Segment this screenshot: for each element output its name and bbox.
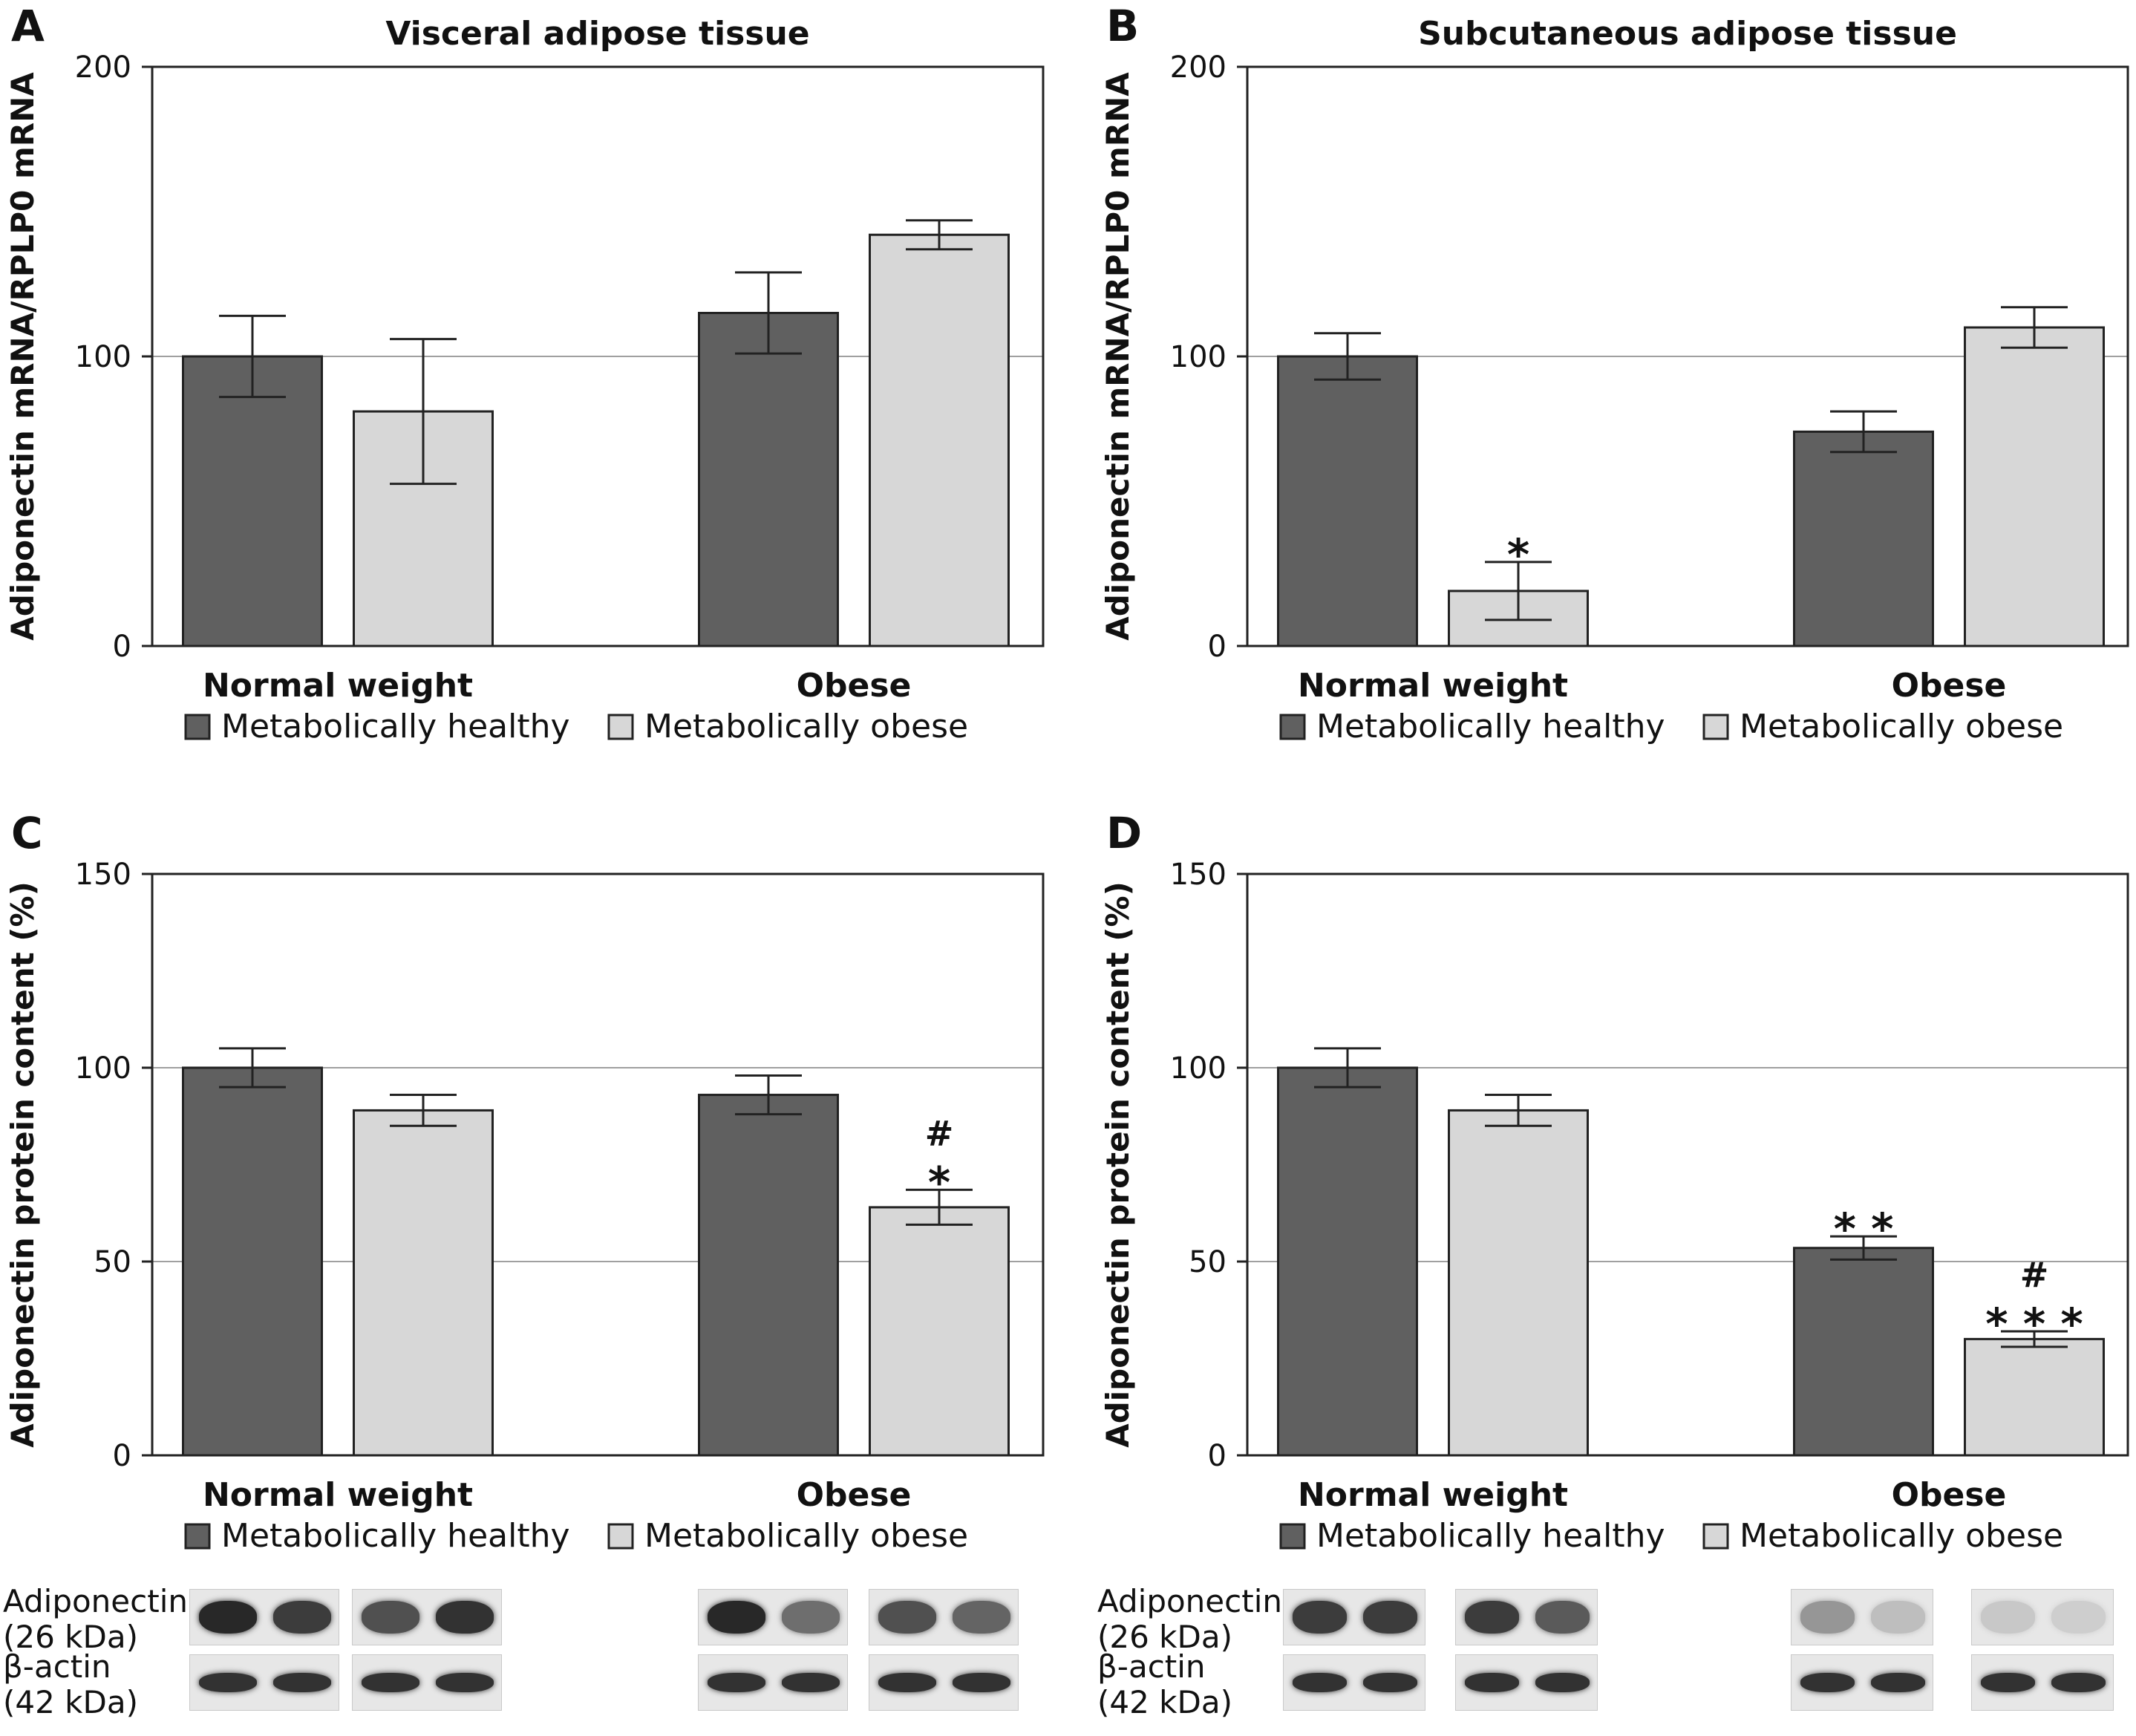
legend-label: Metabolically obese xyxy=(1740,708,2063,745)
bar xyxy=(1964,326,2105,647)
legend-swatch xyxy=(607,1523,634,1550)
x-category-label: Obese xyxy=(1892,667,2007,705)
chart-title: Subcutaneous adipose tissue xyxy=(1418,15,1957,53)
bar xyxy=(182,355,323,647)
panel-label: C xyxy=(11,808,43,858)
chart-title: Visceral adipose tissue xyxy=(385,15,809,53)
y-tick-label: 100 xyxy=(75,340,131,374)
panel-label: D xyxy=(1106,808,1142,858)
bar xyxy=(1964,1337,2105,1457)
legend-swatch xyxy=(1279,1523,1306,1550)
y-tick-label: 0 xyxy=(113,1439,131,1473)
significance-marker: # xyxy=(2020,1255,2049,1295)
y-tick-label: 0 xyxy=(1208,1439,1227,1473)
y-tick-label: 50 xyxy=(1189,1245,1227,1279)
legend-swatch xyxy=(1279,714,1306,740)
y-tick-label: 100 xyxy=(75,1051,131,1086)
y-tick-label: 100 xyxy=(1170,340,1227,374)
y-tick-label: 100 xyxy=(1170,1051,1227,1086)
y-axis-label: Adiponectin protein content (%) xyxy=(4,881,41,1448)
legend-label: Metabolically healthy xyxy=(221,1517,570,1555)
significance-marker: # xyxy=(925,1113,954,1153)
bar xyxy=(869,233,1010,647)
legend-label: Metabolically healthy xyxy=(221,708,570,745)
legend-swatch xyxy=(1702,1523,1729,1550)
bar xyxy=(1277,1066,1418,1457)
y-axis-label: Adiponectin mRNA/RPLP0 mRNA xyxy=(4,72,41,641)
panel-label: B xyxy=(1106,1,1139,51)
legend-label: Metabolically obese xyxy=(644,708,968,745)
legend-label: Metabolically healthy xyxy=(1316,1517,1665,1555)
significance-marker: * * * xyxy=(1985,1299,2083,1349)
significance-marker: * xyxy=(1507,529,1529,580)
bar xyxy=(182,1066,323,1457)
plot-frame xyxy=(1246,872,2129,1457)
y-axis-label: Adiponectin mRNA/RPLP0 mRNA xyxy=(1100,72,1136,641)
bar xyxy=(869,1206,1010,1457)
bar xyxy=(1793,430,1934,647)
legend-label: Metabolically obese xyxy=(644,1517,968,1555)
bar xyxy=(353,1109,494,1457)
x-category-label: Normal weight xyxy=(203,1476,473,1514)
y-tick-label: 200 xyxy=(1170,50,1227,85)
x-category-label: Normal weight xyxy=(203,667,473,705)
significance-marker: * xyxy=(928,1157,950,1207)
y-tick-label: 50 xyxy=(94,1245,131,1279)
y-tick-label: 0 xyxy=(1208,630,1227,664)
x-category-label: Obese xyxy=(1892,1476,2007,1514)
y-tick-label: 0 xyxy=(113,630,131,664)
x-category-label: Obese xyxy=(797,1476,912,1514)
legend-swatch xyxy=(184,1523,211,1550)
plot-frame xyxy=(151,872,1045,1457)
legend-swatch xyxy=(184,714,211,740)
legend-swatch xyxy=(607,714,634,740)
x-category-label: Normal weight xyxy=(1298,667,1568,705)
panel-label: A xyxy=(11,1,45,51)
bar xyxy=(1277,355,1418,647)
x-category-label: Obese xyxy=(797,667,912,705)
legend-swatch xyxy=(1702,714,1729,740)
legend-label: Metabolically healthy xyxy=(1316,708,1665,745)
y-tick-label: 200 xyxy=(75,50,131,85)
y-tick-label: 150 xyxy=(75,858,131,892)
significance-marker: * * xyxy=(1834,1204,1894,1254)
bar xyxy=(1448,1109,1589,1457)
bar xyxy=(698,312,839,647)
bar xyxy=(1793,1247,1934,1457)
bar xyxy=(698,1094,839,1457)
x-category-label: Normal weight xyxy=(1298,1476,1568,1514)
y-tick-label: 150 xyxy=(1170,858,1227,892)
y-axis-label: Adiponectin protein content (%) xyxy=(1100,881,1136,1448)
legend-label: Metabolically obese xyxy=(1740,1517,2063,1555)
